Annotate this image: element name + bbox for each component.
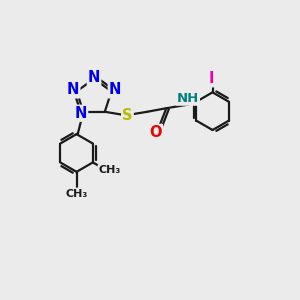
Text: I: I [208, 71, 214, 86]
Text: CH₃: CH₃ [98, 165, 121, 175]
Text: N: N [75, 106, 87, 121]
Text: S: S [122, 108, 133, 123]
Text: N: N [67, 82, 79, 98]
Text: CH₃: CH₃ [65, 189, 88, 199]
Text: N: N [88, 70, 100, 85]
Text: NH: NH [177, 92, 199, 105]
Text: O: O [149, 125, 162, 140]
Text: N: N [109, 82, 121, 98]
